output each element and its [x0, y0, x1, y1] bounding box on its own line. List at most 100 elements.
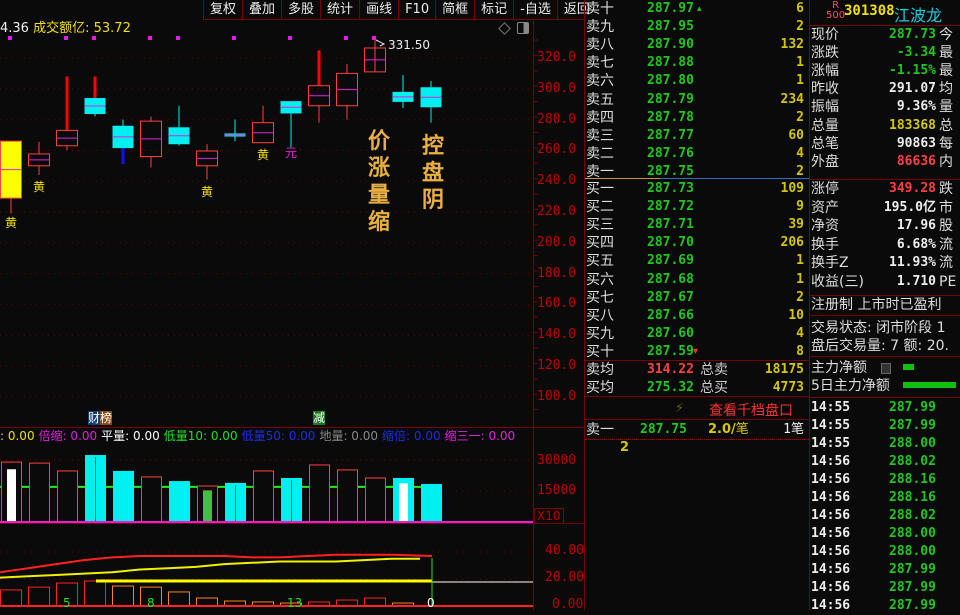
bid-row[interactable]: 买三 287.71 39 — [585, 216, 808, 234]
level-label: 买七 — [586, 289, 614, 306]
quote-label-right: 市 — [939, 199, 953, 216]
level-volume: 4 — [796, 145, 804, 161]
stock-code: 301308 — [844, 3, 895, 19]
bid-row[interactable]: 买五 287.69 1 — [585, 252, 808, 270]
bid-row[interactable]: 买八 287.66 10 — [585, 307, 808, 325]
level-label: 卖五 — [586, 91, 614, 108]
summary-price: 314.22 — [647, 362, 694, 377]
tick-price: 288.00 — [889, 544, 936, 559]
ask-row[interactable]: 卖七 287.88 1 — [585, 54, 808, 72]
tick-row: 14:56 287.99 — [811, 579, 960, 597]
level-label: 买三 — [586, 217, 614, 234]
signal-dot — [64, 36, 68, 40]
candle-body — [28, 153, 50, 167]
toolbar-button-9[interactable]: 返回 — [556, 0, 596, 20]
ask-row[interactable]: 卖九 287.95 2 — [585, 18, 808, 36]
queue-order: 2 — [620, 440, 630, 455]
toolbar-button-7[interactable]: 标记 — [474, 0, 513, 20]
lower-bar — [84, 580, 106, 607]
bid-row[interactable]: 买七 287.67 2 — [585, 289, 808, 307]
quote-value: 287.73 — [889, 27, 936, 42]
level-price: 287.97 — [647, 1, 694, 16]
toolbar-button-8[interactable]: -自选 — [513, 0, 557, 20]
summary-price: 275.32 — [647, 380, 694, 395]
event-tag-jian[interactable]: 减 — [313, 411, 326, 425]
event-tag-bang: 榜 — [100, 411, 113, 425]
price-axis-label: 200.0 — [537, 234, 577, 250]
quote-label: 净资 — [811, 218, 839, 235]
indicator-value: 缩三一: 0.00 — [444, 429, 516, 443]
tick-price: 288.00 — [889, 436, 936, 451]
lower-count-label: 8 — [147, 596, 155, 610]
tick-time: 14:56 — [811, 526, 851, 541]
quote-label: 昨收 — [811, 81, 839, 98]
quote-row: 昨收 291.07 均 — [811, 80, 960, 98]
annotation-right: 控盘阴 — [420, 133, 446, 214]
level-label: 卖九 — [586, 19, 614, 36]
price-axis-label: 300.0 — [537, 80, 577, 96]
queue-price: 287.75 — [640, 422, 687, 437]
depth-book-link[interactable]: 查看千档盘口 — [709, 403, 793, 419]
level-volume: 60 — [788, 127, 804, 143]
ask-row[interactable]: 卖十 287.97 6 ▴ — [585, 0, 808, 18]
candle-body — [308, 85, 330, 107]
bid-row[interactable]: 买六 287.68 1 — [585, 271, 808, 289]
bid-row[interactable]: 买二 287.72 9 — [585, 198, 808, 216]
volume-multiplier[interactable]: X10 — [534, 508, 564, 524]
event-tag-caibang[interactable]: 财榜 — [88, 411, 113, 425]
document-icon[interactable] — [881, 363, 891, 374]
bid-row[interactable]: 买十 287.59 8 ▾ — [585, 343, 808, 361]
quote-row: 总笔 90863 每 — [811, 135, 960, 153]
tick-time: 14:56 — [811, 490, 851, 505]
tick-row: 14:55 287.99 — [811, 399, 960, 417]
bid-row[interactable]: 买九 287.60 4 — [585, 325, 808, 343]
toolbar-button-0[interactable]: 复权 — [203, 0, 242, 20]
quote-label: 涨停 — [811, 181, 839, 197]
quote-row: 涨停 349.28 跌 — [811, 180, 960, 198]
quote-label-right: 最 — [939, 63, 953, 80]
quote-value: 291.07 — [889, 81, 936, 97]
toolbar-button-2[interactable]: 多股 — [281, 0, 320, 20]
ask-row[interactable]: 卖三 287.77 60 — [585, 127, 808, 145]
toolbar-button-3[interactable]: 统计 — [320, 0, 359, 20]
tick-row: 14:56 288.16 — [811, 489, 960, 507]
volume-bar — [169, 481, 190, 522]
tick-row: 14:56 287.99 — [811, 561, 960, 579]
level-label: 卖四 — [586, 109, 614, 126]
quote-row: 净资 17.96 股 — [811, 217, 960, 235]
toolbar-button-6[interactable]: 简框 — [435, 0, 474, 20]
ask-row[interactable]: 卖六 287.80 1 — [585, 72, 808, 90]
level-price: 287.88 — [647, 55, 694, 71]
queue-label: 卖一 — [586, 422, 614, 438]
ask-row[interactable]: 卖五 287.79 234 — [585, 91, 808, 109]
lower-bar — [28, 586, 50, 607]
level-price: 287.71 — [647, 217, 694, 233]
ask-row[interactable]: 卖二 287.76 4 — [585, 145, 808, 163]
toolbar-button-5[interactable]: F10 — [398, 0, 435, 20]
ask-row[interactable]: 卖一 287.75 2 — [585, 163, 808, 181]
summary-total: 4773 — [772, 380, 804, 395]
level-price: 287.77 — [647, 127, 694, 143]
badge-r: R — [832, 0, 840, 11]
price-axis-label: 180.0 — [537, 265, 577, 281]
ask-row[interactable]: 卖四 287.78 2 — [585, 109, 808, 127]
toolbar-button-1[interactable]: 叠加 — [242, 0, 281, 20]
quote-label-right: 最 — [939, 45, 953, 62]
bid-row[interactable]: 买四 287.70 206 — [585, 234, 808, 252]
bid-row[interactable]: 买一 287.73 109 — [585, 180, 808, 198]
indicator-value: 地量: 0.00 — [319, 429, 379, 443]
toolbar-button-4[interactable]: 画线 — [359, 0, 398, 20]
ask-row[interactable]: 卖八 287.90 132 — [585, 36, 808, 54]
kline-chart[interactable] — [0, 0, 585, 610]
level-label: 买九 — [586, 325, 614, 342]
level-volume: 1 — [796, 253, 804, 269]
level-price: 287.78 — [647, 109, 694, 125]
quote-value: 6.68% — [896, 236, 936, 252]
level-volume: 234 — [780, 91, 804, 107]
panel-toggle-icon[interactable] — [517, 22, 529, 34]
lightning-icon: ⚡ — [675, 401, 685, 416]
indicator-value: 倍缩: 0.00 — [38, 429, 98, 443]
signal-dot — [148, 36, 152, 40]
quote-row: 资产 195.0亿市 — [811, 199, 960, 217]
price-axis-label: 260.0 — [537, 142, 577, 158]
